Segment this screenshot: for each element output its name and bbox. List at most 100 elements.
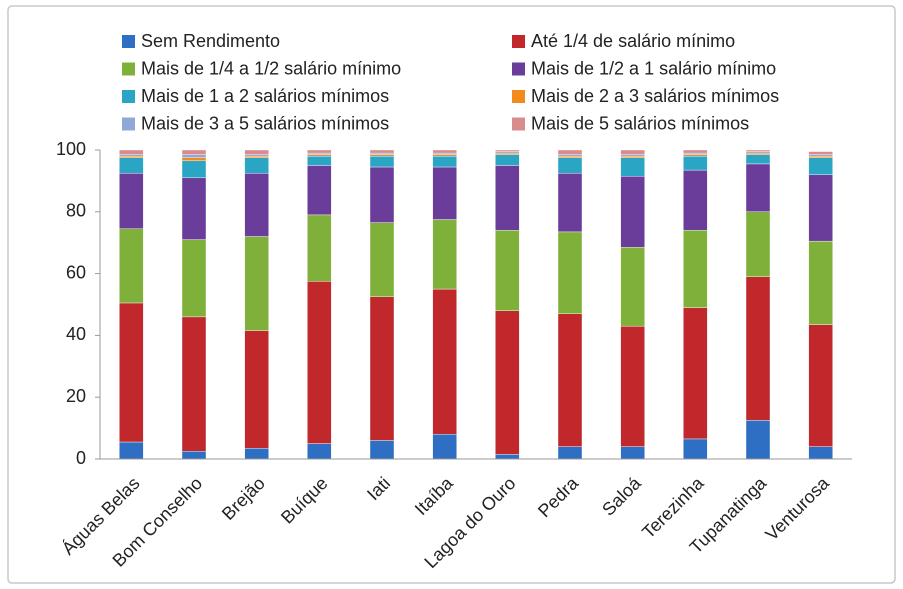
bar-segment <box>307 154 332 157</box>
bar-segment <box>369 155 395 168</box>
bar-segment <box>369 149 395 154</box>
bar-segment <box>369 440 395 460</box>
legend-swatch <box>512 35 525 48</box>
bar-segment <box>244 157 269 174</box>
bar-segment <box>244 236 269 331</box>
bar-segment <box>808 151 833 155</box>
bar-segment <box>307 281 332 444</box>
bar-segment <box>181 157 207 162</box>
bar-segment <box>432 149 457 154</box>
bar-segment <box>745 211 771 277</box>
y-tick-label: 0 <box>76 448 86 468</box>
bar-segment <box>683 230 708 308</box>
bar-segment <box>119 154 144 157</box>
legend-label: Mais de 3 a 5 salários mínimos <box>141 113 389 133</box>
bar-segment <box>432 219 457 290</box>
legend-swatch <box>512 90 525 103</box>
legend-swatch <box>122 35 135 48</box>
y-tick-label: 80 <box>66 201 86 221</box>
bar-segment <box>745 152 771 155</box>
bar-segment <box>119 302 144 443</box>
legend-label: Mais de 5 salários mínimos <box>531 113 749 133</box>
bar-segment <box>307 443 332 460</box>
legend-swatch <box>122 62 135 76</box>
bar-segment <box>181 316 207 452</box>
bar-segment <box>557 149 583 155</box>
bar-segment <box>745 151 771 154</box>
bar-segment <box>432 154 457 157</box>
bar-segment <box>181 177 207 240</box>
bar-segment <box>495 151 520 154</box>
bar-segment <box>119 149 144 155</box>
bar-segment <box>557 313 583 447</box>
bar-segment <box>244 447 269 460</box>
bar-segment <box>745 154 771 165</box>
bar-segment <box>620 176 645 248</box>
legend-label: Mais de 2 a 3 salários mínimos <box>531 86 779 106</box>
bar-segment <box>808 324 833 447</box>
bar-segment <box>495 230 520 311</box>
bar-segment <box>495 165 520 231</box>
legend-label: Sem Rendimento <box>141 31 280 51</box>
bar-segment <box>432 166 457 220</box>
bar-segment <box>620 154 645 157</box>
bar-segment <box>307 165 332 216</box>
legend-swatch <box>122 90 135 103</box>
bar-segment <box>808 155 833 158</box>
y-tick-label: 40 <box>66 324 86 344</box>
legend-label: Até 1/4 de salário mínimo <box>531 31 735 51</box>
bar-segment <box>181 239 207 318</box>
legend-label: Mais de 1/4 a 1/2 salário mínimo <box>141 58 401 78</box>
legend-label: Mais de 1 a 2 salários mínimos <box>141 86 389 106</box>
bar-segment <box>119 155 144 158</box>
bar-segment <box>181 154 207 158</box>
bar-segment <box>432 152 457 155</box>
bar-segment <box>808 157 833 175</box>
bar-segment <box>620 155 645 158</box>
bar-segment <box>620 325 645 447</box>
bar-segment <box>808 154 833 157</box>
bar-segment <box>369 296 395 441</box>
bar-segment <box>307 149 332 154</box>
bar-segment <box>557 446 583 460</box>
bar-segment <box>119 157 144 174</box>
legend-label: Mais de 1/2 a 1 salário mínimo <box>531 58 776 78</box>
bar-segment <box>369 166 395 223</box>
bar-segment <box>557 157 583 174</box>
y-tick-label: 60 <box>66 262 86 282</box>
bar-segment <box>683 307 708 440</box>
bar-segment <box>620 247 645 327</box>
bar-segment <box>495 152 520 155</box>
bar-segment <box>307 152 332 155</box>
legend-swatch <box>512 117 525 131</box>
bar-segment <box>495 454 520 460</box>
y-tick-label: 20 <box>66 386 86 406</box>
bar-segment <box>369 152 395 155</box>
bar-segment <box>119 441 144 460</box>
bar-segment <box>683 154 708 157</box>
bar-segment <box>432 155 457 168</box>
bar-segment <box>244 154 269 157</box>
bar-segment <box>369 154 395 157</box>
bar-segment <box>683 155 708 171</box>
bar-segment <box>745 276 771 421</box>
bar-segment <box>181 451 207 460</box>
bar-segment <box>683 149 708 154</box>
bar-segment <box>432 434 457 460</box>
bar-segment <box>369 222 395 297</box>
bar-segment <box>808 240 833 325</box>
bar-segment <box>745 420 771 460</box>
bar-segment <box>181 160 207 179</box>
bar-segment <box>307 155 332 166</box>
bar-segment <box>244 172 269 237</box>
bar-segment <box>244 155 269 158</box>
bar-segment <box>119 228 144 304</box>
bar-segment <box>683 169 708 231</box>
bar-segment <box>119 172 144 229</box>
bar-segment <box>181 149 207 155</box>
bar-segment <box>745 163 771 212</box>
bar-segment <box>244 330 269 449</box>
bar-segment <box>495 149 520 152</box>
bar-segment <box>557 231 583 314</box>
